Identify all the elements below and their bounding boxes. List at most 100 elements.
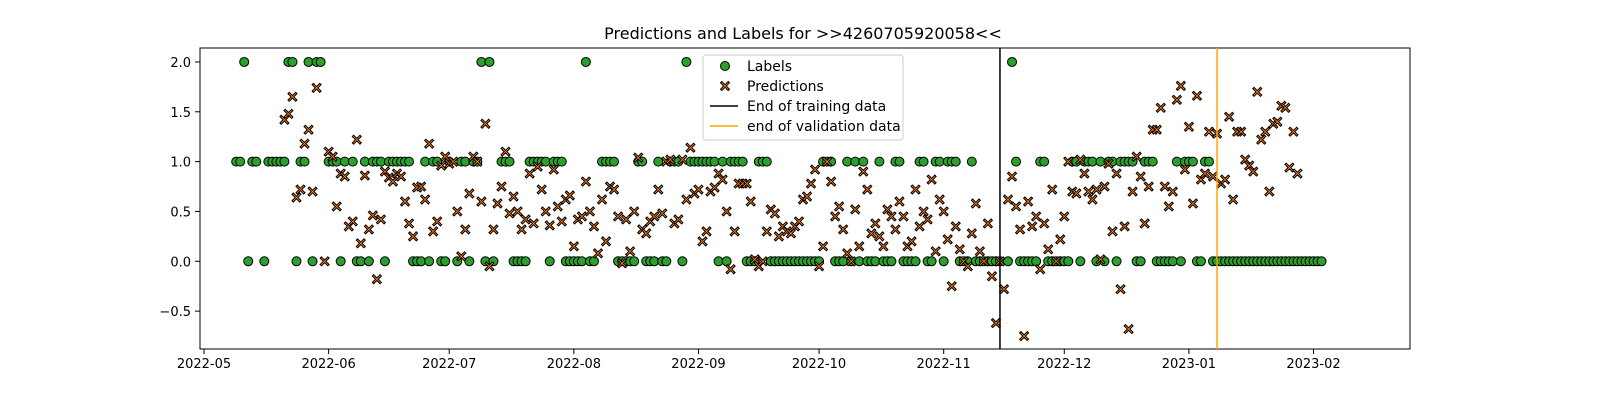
label-point xyxy=(1195,256,1206,267)
label-point xyxy=(677,256,688,267)
prediction-point xyxy=(1252,86,1263,98)
prediction-point xyxy=(1163,201,1175,212)
prediction-point xyxy=(500,146,511,157)
label-point xyxy=(464,256,475,267)
prediction-point xyxy=(1256,134,1267,145)
prediction-point xyxy=(1107,226,1118,237)
prediction-point xyxy=(532,161,543,172)
prediction-point xyxy=(448,156,459,167)
legend-item-validation: end of validation data xyxy=(710,119,901,135)
prediction-point xyxy=(568,241,580,252)
prediction-point xyxy=(918,206,929,217)
label-point xyxy=(609,156,620,167)
prediction-point xyxy=(1219,174,1231,185)
prediction-point xyxy=(1227,194,1239,205)
label-point xyxy=(520,256,531,267)
prediction-point xyxy=(548,164,559,175)
prediction-point xyxy=(472,156,483,167)
prediction-point xyxy=(327,151,338,162)
y-tick-label: 1.0 xyxy=(170,156,191,171)
label-point xyxy=(874,156,885,167)
label-point xyxy=(347,156,358,167)
legend-label-labels: Labels xyxy=(747,59,792,75)
prediction-point xyxy=(1284,162,1295,173)
prediction-point xyxy=(524,168,535,179)
prediction-point xyxy=(982,218,994,229)
prediction-point xyxy=(1091,184,1102,195)
prediction-point xyxy=(926,174,937,185)
prediction-point xyxy=(1199,168,1211,179)
prediction-point xyxy=(1143,181,1154,192)
prediction-point xyxy=(1135,171,1146,182)
prediction-point xyxy=(612,211,624,222)
prediction-point xyxy=(809,164,821,175)
prediction-point xyxy=(476,196,487,207)
prediction-point xyxy=(488,224,499,235)
prediction-point xyxy=(1083,186,1094,197)
prediction-point xyxy=(1272,116,1283,127)
prediction-point xyxy=(407,231,419,242)
prediction-point xyxy=(813,261,825,272)
prediction-point xyxy=(355,238,367,249)
prediction-point xyxy=(624,246,636,257)
prediction-point xyxy=(721,206,732,217)
prediction-point xyxy=(1038,218,1050,229)
prediction-point xyxy=(460,224,471,235)
label-point xyxy=(761,156,772,167)
prediction-point xyxy=(1051,256,1062,267)
label-point xyxy=(424,256,435,267)
prediction-point xyxy=(311,82,322,94)
prediction-point xyxy=(773,231,785,242)
prediction-point xyxy=(512,206,523,217)
prediction-point xyxy=(331,201,342,212)
prediction-point xyxy=(452,206,463,217)
prediction-point xyxy=(504,208,515,219)
prediction-point xyxy=(1139,218,1150,229)
prediction-point xyxy=(709,182,720,193)
label-point xyxy=(1147,156,1158,167)
prediction-point xyxy=(1292,168,1303,179)
label-point xyxy=(544,256,555,267)
prediction-point xyxy=(938,206,949,217)
prediction-point xyxy=(431,216,443,227)
prediction-point xyxy=(584,206,596,217)
label-point xyxy=(1175,256,1186,267)
prediction-point xyxy=(496,181,507,192)
prediction-point xyxy=(588,221,600,232)
prediction-point xyxy=(339,171,350,182)
prediction-point xyxy=(886,211,897,222)
prediction-point xyxy=(974,246,986,257)
prediction-point xyxy=(1014,224,1026,235)
prediction-point xyxy=(367,210,379,221)
prediction-point xyxy=(415,181,427,192)
prediction-point xyxy=(906,236,917,247)
label-point xyxy=(894,156,905,167)
prediction-point xyxy=(846,256,857,267)
prediction-point xyxy=(1055,234,1066,245)
prediction-point xyxy=(1183,121,1195,132)
prediction-point xyxy=(1018,330,1030,342)
legend: Labels Predictions End of training data … xyxy=(702,54,904,141)
prediction-point xyxy=(910,184,921,195)
prediction-point xyxy=(1264,186,1275,197)
prediction-point xyxy=(986,271,998,282)
legend-marker-predictions xyxy=(719,80,731,92)
label-point xyxy=(681,56,692,67)
prediction-point xyxy=(745,196,756,207)
prediction-point xyxy=(837,224,849,235)
label-point xyxy=(858,156,869,167)
prediction-point xyxy=(870,218,881,229)
prediction-point xyxy=(351,134,362,145)
prediction-point xyxy=(480,118,491,129)
prediction-point xyxy=(978,256,990,267)
x-tick-label: 2022-08 xyxy=(547,357,601,372)
prediction-point xyxy=(552,201,563,212)
prediction-point xyxy=(375,214,387,225)
prediction-point xyxy=(1155,102,1166,114)
prediction-point xyxy=(693,184,704,195)
prediction-point xyxy=(934,194,945,205)
prediction-point xyxy=(540,206,551,217)
label-point xyxy=(1039,156,1050,167)
label-point xyxy=(1187,156,1198,167)
